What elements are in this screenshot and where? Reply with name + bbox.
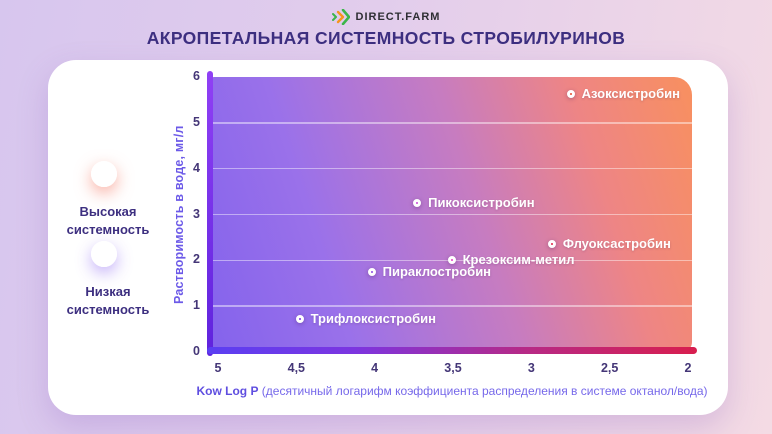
x-tick-label: 4 [371,361,379,375]
y-axis-ticks: 0 1 2 3 4 5 6 [156,69,200,358]
brand-logo: DIRECT.FARM [0,7,772,27]
data-point: Трифлоксистробин [295,311,436,326]
grid-line [212,305,692,307]
y-tick-label: 1 [193,298,200,313]
x-tick-label: 5 [214,361,222,375]
data-point: Азоксистробин [566,86,681,102]
grid-line [212,122,692,124]
data-point-label: Трифлоксистробин [310,311,436,326]
x-axis-title-bold: Kow Log P [196,384,259,398]
data-point-dot [547,240,556,249]
x-tick-label: 3,5 [444,361,462,375]
x-tick-label: 4,5 [287,361,306,375]
data-point-label: Азоксистробин [581,86,681,102]
x-axis-ticks: 5 4,5 4 3,5 3 2,5 2 [212,361,692,377]
y-tick-label: 3 [193,206,200,221]
data-point: Флуоксастробин [547,236,671,252]
data-point-label: Пираклостробин [382,263,492,279]
legend-high-systemicity-label: Высокая системность [66,204,150,237]
y-tick-label: 6 [193,69,200,83]
y-tick-label: 2 [193,252,200,267]
data-point-label: Крезоксим-метил [462,252,575,268]
page-title: АКРОПЕТАЛЬНАЯ СИСТЕМНОСТЬ СТРОБИЛУРИНОВ [146,28,626,48]
grid-line [212,213,692,216]
triple-chevron-icon [331,9,350,25]
data-point: Пикоксистробин [413,196,535,210]
legend-low-systemicity-label: Низкая системность [66,284,150,317]
data-point: Пираклостробин [367,263,492,279]
data-point: Крезоксим-метил [447,252,575,268]
y-tick-label: 5 [193,114,200,129]
grid-line [212,167,692,170]
y-tick-label: 4 [193,160,200,175]
x-axis-title-rest: (десятичный логарифм коэффициента распре… [258,384,708,398]
brand-logo-text: DIRECT.FARM [355,11,441,23]
data-point-dot [367,267,376,276]
data-point-dot [566,90,575,99]
data-point-label: Флуоксастробин [562,236,671,252]
plot-area: Азоксистробин Пикоксистробин Флуоксастроби… [212,77,692,352]
x-tick-label: 2,5 [600,361,619,375]
y-axis-line [207,71,213,356]
data-point-dot [447,256,456,265]
x-tick-label: 2 [684,361,692,375]
data-point-label: Пикоксистробин [428,195,535,211]
x-tick-label: 3 [527,361,535,375]
x-axis-title: Kow Log P (десятичный логарифм коэффицие… [192,384,712,398]
legend-low-systemicity-circle [91,241,117,267]
data-point-dot [295,315,304,323]
data-point-dot [413,199,422,208]
legend-high-systemicity-circle [91,161,117,187]
x-axis-line [207,347,697,354]
y-tick-label: 0 [193,344,200,358]
